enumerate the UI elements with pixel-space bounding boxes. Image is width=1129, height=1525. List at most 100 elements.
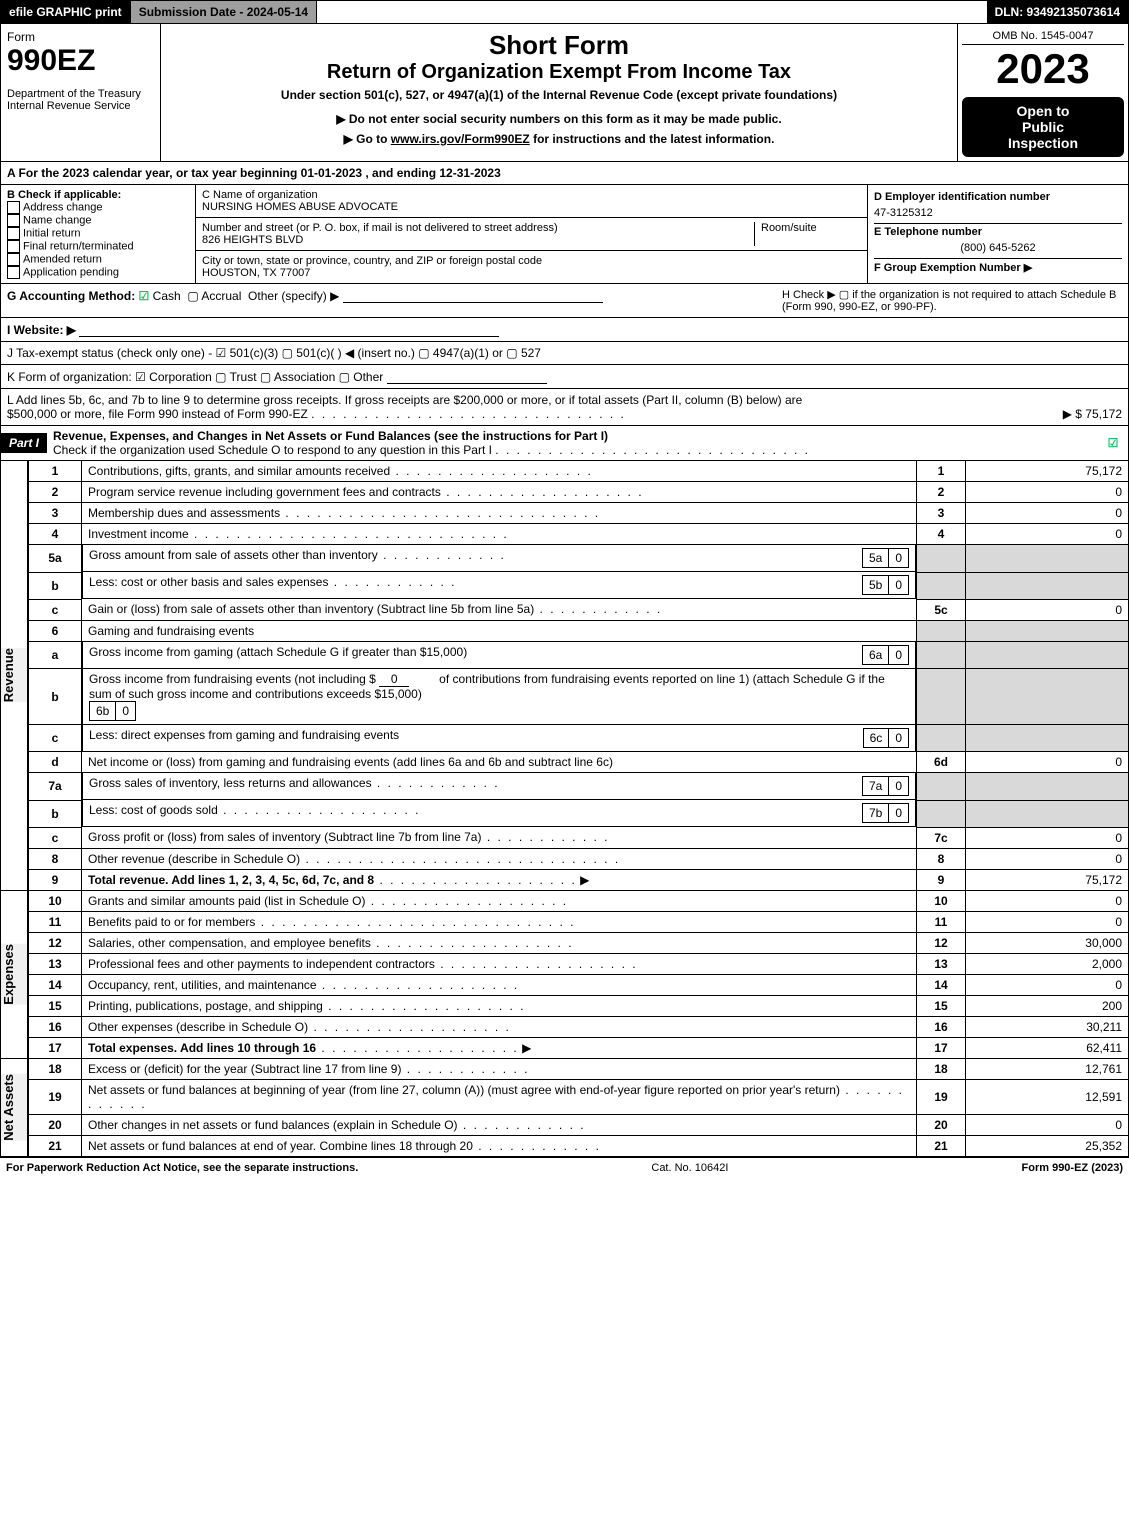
footer-right: Form 990-EZ (2023) xyxy=(1022,1162,1123,1174)
line-17-col: 17 xyxy=(917,1037,966,1058)
row-l-dots xyxy=(311,407,626,421)
line-5b-col-grey xyxy=(917,572,966,599)
line-6b-desc1: Gross income from fundraising events (no… xyxy=(89,672,376,686)
lbl-address-change: Address change xyxy=(23,201,103,213)
line-10-num: 10 xyxy=(29,891,82,912)
line-11-val: 0 xyxy=(966,911,1129,932)
line-3-num: 3 xyxy=(29,503,82,524)
line-7c-desc: Gross profit or (loss) from sales of inv… xyxy=(88,830,481,844)
line-14-num: 14 xyxy=(29,974,82,995)
lbl-application-pending: Application pending xyxy=(23,266,119,278)
line-9-col: 9 xyxy=(917,869,966,890)
row-k: K Form of organization: ☑ Corporation ▢ … xyxy=(0,365,1129,389)
line-20-num: 20 xyxy=(29,1114,82,1135)
line-17-num: 17 xyxy=(29,1037,82,1058)
line-6c-num: c xyxy=(29,725,82,752)
form-label: Form xyxy=(7,30,154,44)
line-6a-desc: Gross income from gaming (attach Schedul… xyxy=(89,645,467,659)
line-8-num: 8 xyxy=(29,848,82,869)
expenses-section: Expenses 10 Grants and similar amounts pa… xyxy=(0,891,1129,1059)
page-footer: For Paperwork Reduction Act Notice, see … xyxy=(0,1157,1129,1178)
line-9-desc: Total revenue. Add lines 1, 2, 3, 4, 5c,… xyxy=(88,873,374,887)
line-6d-val: 0 xyxy=(966,752,1129,773)
line-5a-num: 5a xyxy=(29,545,82,573)
chk-address-change[interactable] xyxy=(7,201,20,214)
line-20-desc: Other changes in net assets or fund bala… xyxy=(88,1118,458,1132)
open-line-1: Open to xyxy=(968,103,1118,119)
line-11-desc: Benefits paid to or for members xyxy=(88,915,255,929)
line-2-num: 2 xyxy=(29,482,82,503)
line-6b-val-grey xyxy=(966,669,1129,725)
row-l-amount: ▶ $ 75,172 xyxy=(1063,407,1122,421)
line-5a-inner-val: 0 xyxy=(889,548,909,568)
k-other-field[interactable] xyxy=(387,369,547,384)
line-10-val: 0 xyxy=(966,891,1129,912)
line-19-val: 12,591 xyxy=(966,1079,1129,1114)
chk-amended-return[interactable] xyxy=(7,253,20,266)
line-16-desc: Other expenses (describe in Schedule O) xyxy=(88,1020,308,1034)
goto-link[interactable]: ▶ Go to www.irs.gov/Form990EZ for instru… xyxy=(167,132,951,146)
irs-link[interactable]: www.irs.gov/Form990EZ xyxy=(391,132,530,146)
line-6d-desc: Net income or (loss) from gaming and fun… xyxy=(82,752,917,773)
footer-left: For Paperwork Reduction Act Notice, see … xyxy=(6,1162,358,1174)
line-1-col: 1 xyxy=(917,461,966,482)
line-16-num: 16 xyxy=(29,1016,82,1037)
line-5c-desc: Gain or (loss) from sale of assets other… xyxy=(88,602,534,616)
expenses-table: 10 Grants and similar amounts paid (list … xyxy=(28,891,1129,1059)
line-15-col: 15 xyxy=(917,995,966,1016)
line-19-num: 19 xyxy=(29,1079,82,1114)
line-1-num: 1 xyxy=(29,461,82,482)
row-l-line1: L Add lines 5b, 6c, and 7b to line 9 to … xyxy=(7,393,1122,407)
line-13-num: 13 xyxy=(29,953,82,974)
line-4-col: 4 xyxy=(917,524,966,545)
website-field[interactable] xyxy=(79,322,499,337)
line-18-desc: Excess or (deficit) for the year (Subtra… xyxy=(88,1062,401,1076)
open-public-box: Open to Public Inspection xyxy=(962,97,1124,157)
chk-final-return[interactable] xyxy=(7,240,20,253)
revenue-table: 1Contributions, gifts, grants, and simil… xyxy=(28,461,1129,891)
line-6c-inner-val: 0 xyxy=(889,728,909,748)
line-12-col: 12 xyxy=(917,932,966,953)
line-7c-num: c xyxy=(29,827,82,848)
line-8-desc: Other revenue (describe in Schedule O) xyxy=(88,852,300,866)
line-2-desc: Program service revenue including govern… xyxy=(88,485,441,499)
expenses-vlabel: Expenses xyxy=(1,944,27,1005)
part-i-label: Part I xyxy=(1,433,47,453)
line-6d-col: 6d xyxy=(917,752,966,773)
line-3-val: 0 xyxy=(966,503,1129,524)
row-k-text: K Form of organization: ☑ Corporation ▢ … xyxy=(7,370,383,384)
efile-label[interactable]: efile GRAPHIC print xyxy=(1,1,131,23)
line-5a-desc: Gross amount from sale of assets other t… xyxy=(89,548,378,562)
line-6-col-grey xyxy=(917,620,966,641)
line-4-num: 4 xyxy=(29,524,82,545)
part-i-dots xyxy=(495,443,810,457)
omb-number: OMB No. 1545-0047 xyxy=(962,28,1124,45)
line-5b-inner-val: 0 xyxy=(889,575,909,595)
line-19-col: 19 xyxy=(917,1079,966,1114)
line-6b-inner-val: 0 xyxy=(116,701,136,721)
row-j: J Tax-exempt status (check only one) - ☑… xyxy=(0,342,1129,365)
g-other-field[interactable] xyxy=(343,288,603,303)
line-7b-inner-val: 0 xyxy=(889,803,909,823)
line-7c-col: 7c xyxy=(917,827,966,848)
line-7a-num: 7a xyxy=(29,773,82,801)
line-6a-val-grey xyxy=(966,641,1129,669)
f-label: F Group Exemption Number ▶ xyxy=(874,258,1122,276)
chk-name-change[interactable] xyxy=(7,214,20,227)
line-4-val: 0 xyxy=(966,524,1129,545)
row-h-scheduleb: H Check ▶ ▢ if the organization is not r… xyxy=(782,288,1122,313)
line-6d-num: d xyxy=(29,752,82,773)
city-state-zip: HOUSTON, TX 77007 xyxy=(202,267,861,279)
d-label: D Employer identification number xyxy=(874,189,1122,205)
line-10-desc: Grants and similar amounts paid (list in… xyxy=(88,894,365,908)
line-16-val: 30,211 xyxy=(966,1016,1129,1037)
row-l: L Add lines 5b, 6c, and 7b to line 9 to … xyxy=(0,389,1129,426)
line-12-val: 30,000 xyxy=(966,932,1129,953)
chk-initial-return[interactable] xyxy=(7,227,20,240)
line-2-col: 2 xyxy=(917,482,966,503)
department-label: Department of the Treasury Internal Reve… xyxy=(7,88,154,112)
line-6-val-grey xyxy=(966,620,1129,641)
line-3-desc: Membership dues and assessments xyxy=(88,506,280,520)
chk-application-pending[interactable] xyxy=(7,266,20,279)
footer-mid: Cat. No. 10642I xyxy=(358,1162,1021,1174)
